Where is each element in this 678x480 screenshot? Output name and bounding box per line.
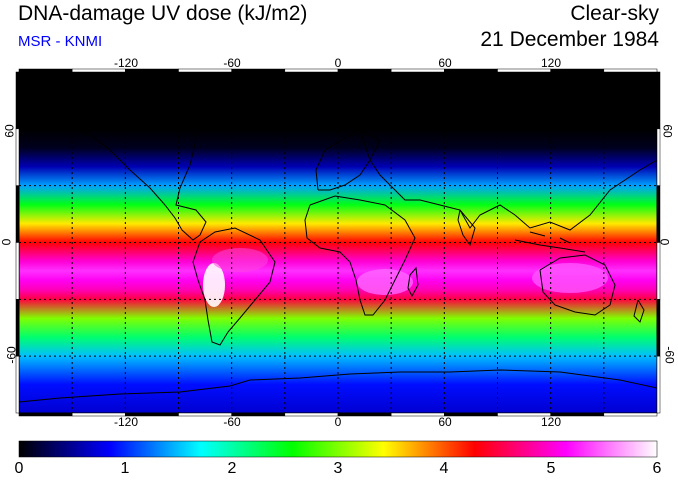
frame-tick-segment (656, 71, 661, 130)
frame-tick-segment (390, 412, 445, 417)
map-title: DNA-damage UV dose (kJ/m2) (18, 2, 308, 25)
graticule (19, 72, 657, 413)
lon-label-top: 120 (540, 56, 562, 70)
frame-tick-segment (15, 242, 20, 300)
frame-tick-segment (656, 299, 661, 357)
coast-north-america (35, 95, 207, 241)
frame-tick-segment (284, 412, 339, 417)
coast-asia (359, 91, 657, 231)
frame-tick-segment (656, 242, 661, 300)
coast-india (457, 209, 476, 247)
frame-tick-segment (337, 68, 392, 73)
coast-new-zealand (633, 299, 645, 323)
frame-tick-segment (15, 71, 20, 130)
lat-label-right: -60 (662, 346, 677, 364)
lon-label-top: 60 (438, 56, 452, 70)
coast-greenland (249, 75, 311, 131)
lon-label-top: 0 (334, 56, 342, 70)
colorbar-label: 0 (14, 460, 24, 477)
colorbar-label: 1 (120, 460, 130, 477)
hotspot-south-america-mid (212, 248, 268, 272)
coast-madagascar (407, 266, 419, 298)
lon-label-bottom: 0 (334, 415, 342, 429)
coast-africa (304, 195, 416, 316)
frame-tick-segment (656, 128, 661, 186)
frame-tick-segment (390, 68, 445, 73)
frame-tick-segment (444, 412, 498, 417)
colorbar-label: 2 (227, 460, 237, 477)
frame-ticks (15, 68, 661, 417)
frame-tick-segment (603, 68, 658, 73)
frame-tick-segment (15, 185, 20, 243)
frame-tick-segment (656, 185, 661, 243)
coastlines (19, 75, 657, 403)
lat-label-left: 60 (2, 124, 17, 138)
lon-label-bottom: -120 (113, 415, 139, 429)
colorbar (18, 440, 658, 458)
lon-label-top: -60 (223, 56, 241, 70)
lat-label-right: 0 (657, 238, 672, 246)
frame-tick-segment (337, 412, 392, 417)
lat-label-right: 60 (660, 124, 675, 138)
frame-tick-segment (284, 68, 339, 73)
lat-label-left: 0 (0, 238, 14, 246)
frame-tick-segment (603, 412, 658, 417)
frame-tick-segment (15, 355, 20, 414)
lon-label-bottom: -60 (223, 415, 241, 429)
sky-condition: Clear-sky (570, 2, 659, 25)
frame-tick-segment (444, 68, 498, 73)
coast-europe (315, 129, 381, 191)
lon-label-bottom: 60 (438, 415, 452, 429)
colorbar-label: 3 (333, 460, 343, 477)
coast-indonesia (514, 231, 586, 253)
hotspot-southern-africa (357, 269, 413, 295)
hotspot-australia (532, 263, 608, 293)
lon-label-top: -120 (113, 56, 139, 70)
source-credit: MSR - KNMI (18, 33, 103, 50)
lat-label-left: -60 (4, 346, 19, 364)
colorbar-label: 4 (439, 460, 449, 477)
coast-south-america (192, 227, 276, 346)
frame-tick-segment (18, 68, 73, 73)
map-date: 21 December 1984 (480, 28, 659, 51)
coast-australia (539, 254, 616, 316)
colorbar-label: 5 (546, 460, 556, 477)
colorbar-label: 6 (652, 460, 662, 477)
frame-tick-segment (656, 355, 661, 414)
hotspot-andes (203, 263, 225, 307)
frame-tick-segment (18, 412, 73, 417)
coast-antarctica (19, 369, 657, 403)
lon-label-bottom: 120 (540, 415, 562, 429)
